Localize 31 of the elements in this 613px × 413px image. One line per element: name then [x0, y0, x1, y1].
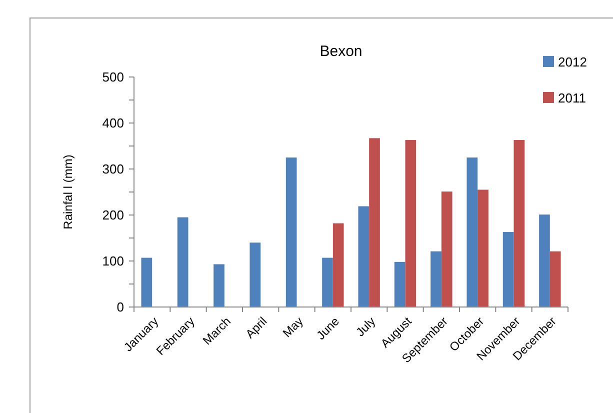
y-axis-title: Rainfal l (mm)	[61, 154, 75, 230]
y-tick-label: 300	[102, 162, 124, 177]
y-tick-label: 400	[102, 116, 124, 131]
bar	[250, 242, 261, 307]
y-tick-label: 100	[102, 254, 124, 269]
bar	[177, 217, 188, 307]
x-tick-label: May	[280, 314, 306, 340]
y-tick-label: 0	[116, 300, 124, 315]
bar	[322, 258, 333, 307]
legend-label: 2012	[558, 54, 587, 70]
bar	[405, 140, 416, 307]
bar	[514, 140, 525, 307]
bar	[478, 190, 488, 307]
bar	[332, 223, 344, 307]
y-tick-label: 500	[102, 70, 124, 85]
bar	[286, 158, 297, 307]
bar	[430, 251, 442, 307]
bar	[141, 258, 152, 307]
x-tick-label: July	[353, 314, 378, 340]
bar	[394, 262, 406, 307]
bar	[358, 206, 370, 307]
y-tick-label: 200	[102, 208, 124, 223]
bar	[441, 192, 452, 307]
bar	[550, 251, 561, 307]
bar	[466, 158, 478, 307]
bar	[214, 264, 224, 307]
bar	[539, 214, 550, 307]
bar	[502, 232, 514, 307]
chart-title: Bexon	[320, 43, 362, 60]
legend-label: 2011	[558, 90, 586, 106]
bar	[369, 138, 380, 307]
